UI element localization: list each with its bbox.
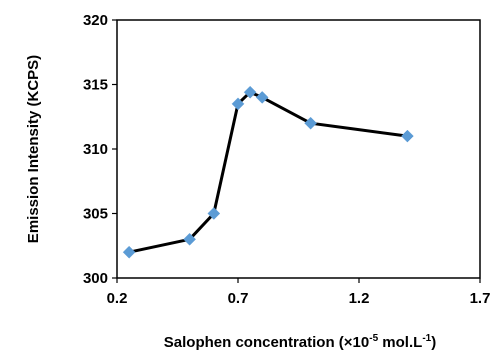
y-tick-label: 320	[83, 12, 108, 29]
y-tick-label: 315	[83, 77, 108, 94]
data-point	[122, 245, 136, 259]
series-line	[128, 90, 408, 254]
x-tick-label: 0.7	[228, 290, 249, 307]
x-tick-label: 0.2	[107, 290, 128, 307]
data-point	[183, 232, 196, 246]
x-tick-label: 1.2	[349, 290, 370, 307]
x-axis-title-part-2: mol.L	[378, 334, 422, 351]
data-point	[401, 129, 414, 143]
x-axis-title-sup-1: -5	[369, 333, 378, 344]
x-axis-title-part-1: Salophen concentration (×10	[164, 334, 369, 351]
x-axis-title-part-3: )	[431, 334, 436, 351]
y-tick-label: 300	[83, 270, 108, 287]
labels-layer: 300 305 310 315 320 0.2 0.7 1.2 1.7	[83, 12, 490, 307]
plot-frame	[116, 19, 481, 279]
x-axis-title: Salophen concentration (×10-5 mol.L-1)	[164, 333, 436, 351]
y-axis-title: Emission Intensity (KCPS)	[25, 55, 42, 243]
x-tick-label: 1.7	[470, 290, 491, 307]
data-point	[207, 207, 221, 220]
data-point	[243, 85, 257, 99]
data-point	[304, 116, 317, 130]
ticks-layer	[112, 19, 481, 283]
x-axis-title-sup-2: -1	[422, 333, 431, 344]
data-point	[255, 91, 269, 104]
series-layer	[122, 85, 414, 259]
y-tick-label: 305	[83, 206, 108, 223]
y-tick-label: 310	[83, 141, 108, 158]
data-point	[231, 97, 245, 111]
